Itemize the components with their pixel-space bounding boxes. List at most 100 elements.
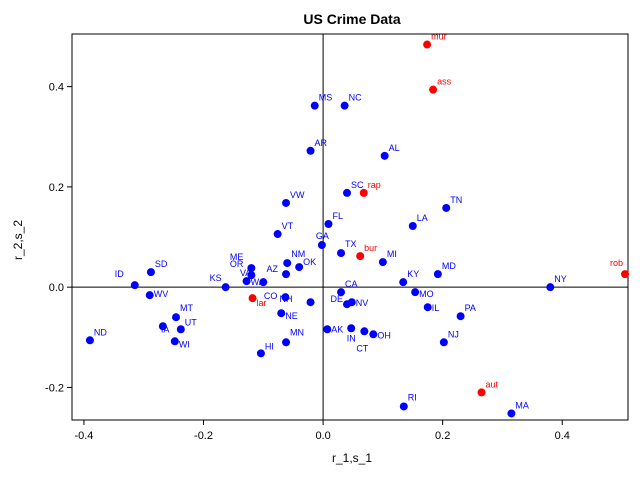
data-point [399, 402, 408, 411]
data-point [282, 270, 291, 279]
data-label: VT [282, 221, 294, 231]
data-label: KS [210, 273, 222, 283]
x-tick-label: -0.2 [194, 430, 213, 442]
data-label: bur [364, 243, 377, 253]
data-label: VW [290, 190, 305, 200]
data-point [340, 101, 349, 110]
data-label: PA [465, 303, 476, 313]
data-label: OH [377, 330, 391, 340]
data-label: TN [450, 195, 462, 205]
data-label: OR [230, 259, 244, 269]
data-point [456, 312, 465, 321]
x-axis-label: r_1,s_1 [332, 451, 372, 465]
data-point [282, 198, 291, 207]
data-point [546, 283, 555, 292]
data-label: DE [330, 294, 343, 304]
data-label: WA [251, 277, 265, 287]
data-label: IN [347, 333, 356, 343]
data-point [256, 349, 265, 358]
data-point [380, 151, 389, 160]
y-axis-label: r_2,s_2 [11, 220, 25, 260]
data-point [317, 241, 326, 250]
data-label: AR [315, 138, 328, 148]
data-point [337, 249, 346, 258]
data-label: NE [285, 311, 298, 321]
data-point [295, 263, 304, 272]
data-point [172, 313, 181, 322]
data-point [477, 388, 486, 397]
data-label: KY [407, 269, 419, 279]
data-label: GA [316, 231, 329, 241]
data-label: VA [240, 268, 251, 278]
data-label: aut [486, 379, 499, 389]
data-point [130, 281, 139, 290]
chart-title: US Crime Data [303, 11, 400, 27]
data-label: AK [331, 324, 343, 334]
data-label: FL [332, 211, 343, 221]
data-label: ME [230, 252, 244, 262]
data-label: NM [291, 249, 305, 259]
data-label: rob [610, 258, 623, 268]
data-point [248, 294, 257, 303]
x-axis: -0.4 -0.2 0.0 0.2 0.4 [74, 420, 570, 442]
data-label: SC [351, 180, 364, 190]
data-label: TX [345, 239, 357, 249]
x-tick-label: -0.4 [74, 430, 93, 442]
data-point [507, 409, 516, 418]
data-label: NH [280, 294, 293, 304]
x-tick-label: 0.4 [555, 430, 570, 442]
data-point [277, 309, 286, 318]
data-point [242, 277, 251, 286]
data-label: NY [554, 274, 567, 284]
y-tick-label: 0.0 [49, 282, 64, 294]
data-point [343, 188, 352, 197]
data-label: lar [257, 298, 267, 308]
data-point [439, 338, 448, 347]
data-point [378, 258, 387, 267]
plot-area [71, 33, 629, 421]
data-point [399, 278, 408, 287]
data-point [306, 146, 315, 155]
data-point [158, 322, 167, 331]
data-point [282, 338, 291, 347]
data-point [145, 291, 154, 300]
data-label: AZ [267, 264, 279, 274]
data-point [259, 278, 268, 287]
data-label: NV [356, 298, 369, 308]
data-label: LA [417, 213, 428, 223]
data-label: MN [290, 327, 304, 337]
data-point [429, 85, 438, 94]
data-point [337, 288, 346, 297]
data-label: MT [180, 303, 193, 313]
data-point [360, 327, 369, 336]
data-label: MD [442, 261, 456, 271]
data-point [621, 270, 630, 279]
data-label: WI [179, 339, 190, 349]
data-point [146, 268, 155, 277]
data-label: ass [437, 77, 452, 87]
data-point [273, 230, 282, 239]
data-point [176, 325, 185, 334]
data-label: IA [161, 324, 170, 334]
data-label: RI [408, 392, 417, 402]
data-point [442, 203, 451, 212]
data-point [306, 298, 315, 307]
y-tick-label: -0.2 [45, 382, 64, 394]
data-label: MO [419, 289, 434, 299]
data-label: CT [356, 343, 368, 353]
data-label: WV [154, 289, 169, 299]
data-point [323, 325, 332, 334]
data-point [347, 324, 356, 333]
data-label: NC [349, 93, 362, 103]
data-label: AL [389, 143, 400, 153]
data-label: ID [115, 269, 125, 279]
data-point [170, 337, 179, 346]
data-label: MS [319, 93, 333, 103]
y-tick-label: 0.4 [49, 82, 64, 94]
data-point [310, 101, 319, 110]
data-points: MS NC AR AL SC VW TN FL LA VT GA TX MI NM ME OK MD OR AZ SD… [85, 32, 630, 418]
data-label: ND [94, 327, 107, 337]
data-point [423, 303, 432, 312]
x-tick-label: 0.0 [315, 430, 330, 442]
